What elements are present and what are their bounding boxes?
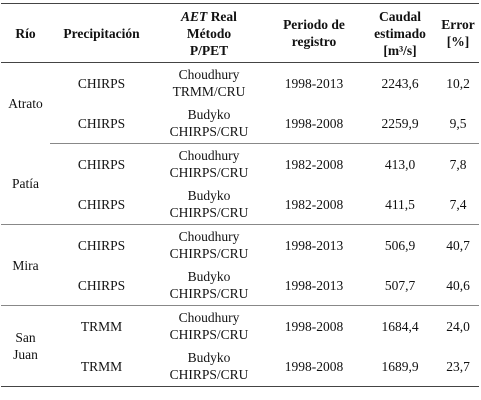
- table-row: Mira CHIRPS Choudhury CHIRPS/CRU 1998-201…: [1, 224, 479, 306]
- precip-cell: TRMM: [50, 346, 153, 387]
- caudal-cell: 507,7: [363, 265, 437, 306]
- caudal-cell: 411,5: [363, 184, 437, 225]
- precip-cell: CHIRPS: [50, 184, 153, 225]
- header-caudal: Caudal estimado [m³/s]: [363, 3, 437, 63]
- error-cell: 7,8: [449, 156, 467, 172]
- period-cell: 1998-2008: [265, 346, 363, 387]
- table-row: CHIRPS Budyko CHIRPS/CRU 1998-2013 507,7 …: [1, 265, 479, 306]
- period-cell: 1998-2013: [284, 75, 344, 91]
- header-rio: Río: [1, 3, 50, 63]
- caudal-cell: 506,9: [384, 237, 416, 253]
- error-cell: 10,2: [446, 75, 470, 91]
- method-cell: Choudhury TRMM/CRU: [172, 67, 246, 99]
- precip-cell: CHIRPS: [77, 75, 126, 91]
- header-aet-line3: P/PET: [189, 42, 229, 58]
- error-cell: 7,4: [437, 184, 479, 225]
- caudal-cell: 1684,4: [381, 318, 419, 334]
- error-cell: 40,6: [437, 265, 479, 306]
- table-body: Atrato CHIRPS Choudhury TRMM/CRU 1998-201…: [1, 63, 479, 387]
- table-row: CHIRPS Budyko CHIRPS/CRU 1998-2008 2259,9…: [1, 103, 479, 144]
- method-cell: Budyko CHIRPS/CRU: [153, 103, 265, 144]
- header-error: Error [%]: [437, 3, 479, 63]
- caudal-cell: 2243,6: [381, 75, 419, 91]
- period-cell: 1998-2013: [284, 237, 344, 253]
- caudal-cell: 1689,9: [363, 346, 437, 387]
- precip-cell: CHIRPS: [77, 156, 126, 172]
- precip-cell: CHIRPS: [50, 265, 153, 306]
- period-cell: 1998-2013: [265, 265, 363, 306]
- river-cell-patia: Patía: [1, 143, 50, 225]
- header-aet-em: AET: [181, 8, 208, 24]
- header-aet-line2: Método: [186, 25, 232, 41]
- caudal-cell: 2259,9: [363, 103, 437, 144]
- header-periodo: Periodo de registro: [265, 3, 363, 63]
- period-cell: 1982-2008: [265, 184, 363, 225]
- header-precipitacion: Precipitación: [50, 3, 153, 63]
- table-header: Río Precipitación AET Real Método P/PET …: [1, 3, 479, 63]
- error-cell: 23,7: [437, 346, 479, 387]
- header-aet-rest: Real: [207, 8, 237, 24]
- method-cell: Choudhury CHIRPS/CRU: [169, 310, 249, 342]
- period-cell: 1998-2008: [284, 318, 344, 334]
- river-cell-mira: Mira: [1, 224, 50, 306]
- method-cell: Budyko CHIRPS/CRU: [153, 346, 265, 387]
- error-cell: 24,0: [446, 318, 470, 334]
- header-row: Río Precipitación AET Real Método P/PET …: [1, 3, 479, 63]
- method-cell: Choudhury CHIRPS/CRU: [169, 148, 249, 180]
- table-row: TRMM Budyko CHIRPS/CRU 1998-2008 1689,9 2…: [1, 346, 479, 387]
- table-row: San Juan TRMM Choudhury CHIRPS/CRU 1998-20…: [1, 305, 479, 387]
- precip-cell: CHIRPS: [77, 237, 126, 253]
- period-cell: 1998-2008: [265, 103, 363, 144]
- period-cell: 1982-2008: [284, 156, 344, 172]
- precip-cell: CHIRPS: [50, 103, 153, 144]
- method-cell: Choudhury CHIRPS/CRU: [169, 229, 249, 261]
- header-aet-method: AET Real Método P/PET: [153, 3, 265, 63]
- caudal-cell: 413,0: [384, 156, 416, 172]
- error-cell: 9,5: [437, 103, 479, 144]
- river-cell-san-juan: San Juan: [1, 305, 50, 387]
- results-table: Río Precipitación AET Real Método P/PET …: [1, 3, 479, 387]
- precip-cell: TRMM: [80, 318, 123, 334]
- method-cell: Budyko CHIRPS/CRU: [153, 184, 265, 225]
- table-row: Patía CHIRPS Choudhury CHIRPS/CRU 1982-20…: [1, 143, 479, 225]
- error-cell: 40,7: [446, 237, 470, 253]
- river-cell-atrato: Atrato: [8, 95, 43, 111]
- table-row: CHIRPS Budyko CHIRPS/CRU 1982-2008 411,5 …: [1, 184, 479, 225]
- method-cell: Budyko CHIRPS/CRU: [153, 265, 265, 306]
- table-row: Atrato CHIRPS Choudhury TRMM/CRU 1998-201…: [1, 63, 479, 111]
